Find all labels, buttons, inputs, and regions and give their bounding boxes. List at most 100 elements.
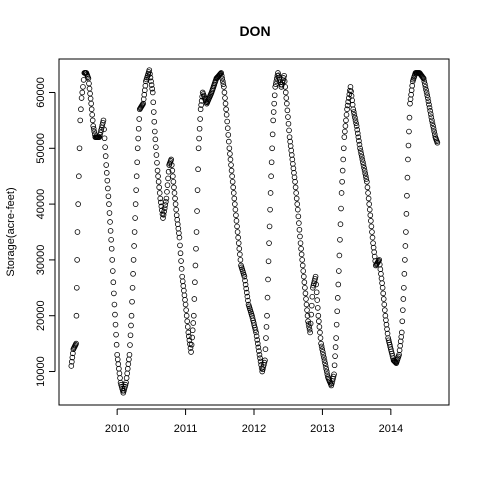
data-point (218, 72, 225, 79)
data-point (370, 244, 377, 251)
x-tick-label: 2010 (105, 423, 129, 435)
data-point (108, 245, 115, 252)
data-point (111, 290, 117, 297)
data-point (131, 243, 137, 249)
data-point (270, 117, 276, 124)
data-point (107, 219, 113, 225)
data-point (402, 243, 409, 249)
data-point (360, 162, 367, 168)
data-point (368, 218, 374, 224)
data-point (292, 184, 299, 191)
data-point (187, 345, 194, 351)
data-point (302, 290, 309, 297)
data-point (186, 333, 192, 340)
data-point (262, 357, 268, 364)
data-point (434, 139, 441, 146)
data-point (133, 173, 140, 179)
data-point (370, 240, 376, 246)
data-point (420, 75, 427, 82)
data-point (420, 74, 426, 81)
data-point (319, 346, 325, 352)
data-point (109, 257, 116, 263)
data-point (232, 201, 238, 207)
data-point (298, 245, 304, 252)
data-point (426, 104, 433, 111)
data-point (298, 251, 305, 258)
data-point (269, 145, 275, 152)
data-point (171, 190, 178, 196)
data-point (317, 329, 323, 336)
data-point (151, 128, 158, 135)
data-point (218, 70, 224, 76)
data-point (221, 89, 228, 96)
data-point (301, 279, 308, 286)
data-point (176, 230, 182, 236)
data-point (78, 95, 85, 101)
data-point (116, 370, 123, 377)
data-point (380, 296, 387, 302)
data-point (170, 178, 177, 185)
data-point (316, 324, 323, 330)
data-point (177, 250, 184, 257)
data-point (169, 167, 176, 174)
data-point (116, 365, 122, 372)
data-point (255, 344, 262, 351)
data-point (73, 340, 79, 347)
data-point (307, 329, 313, 336)
data-point (294, 201, 301, 207)
data-point (132, 215, 138, 221)
data-point (365, 195, 372, 202)
data-point (344, 106, 350, 113)
data-point (114, 351, 120, 358)
data-point (297, 240, 304, 246)
data-point (256, 348, 262, 354)
data-point (269, 131, 276, 138)
data-point (242, 277, 248, 284)
data-point (366, 201, 372, 207)
data-point (286, 134, 293, 140)
data-point (108, 237, 114, 243)
data-point (379, 285, 386, 291)
data-point (194, 187, 201, 193)
data-point (147, 74, 154, 81)
data-point (242, 281, 249, 288)
data-point (103, 170, 110, 176)
data-point (153, 144, 159, 150)
data-point (309, 293, 316, 300)
data-point (341, 134, 348, 140)
data-point (77, 117, 84, 124)
data-point (227, 156, 234, 163)
data-point (151, 118, 158, 125)
data-point (90, 125, 97, 132)
data-point (135, 125, 142, 132)
data-point (180, 283, 187, 289)
data-point (188, 341, 195, 348)
data-point (257, 355, 263, 361)
data-point (367, 212, 374, 219)
data-point (356, 138, 362, 144)
data-point (337, 237, 343, 243)
data-point (380, 290, 386, 297)
data-point (126, 351, 133, 358)
data-point (321, 354, 327, 361)
data-point (267, 190, 274, 196)
data-point (263, 335, 269, 341)
data-point (268, 173, 274, 179)
data-point (243, 285, 249, 292)
data-point (193, 245, 199, 252)
data-point (429, 120, 436, 126)
data-point (90, 123, 97, 129)
data-point (185, 329, 192, 336)
data-point (285, 114, 291, 120)
data-point (343, 112, 350, 118)
data-point (334, 295, 341, 301)
data-point (113, 341, 120, 348)
data-point (423, 89, 430, 96)
data-point (308, 302, 315, 309)
data-point (427, 108, 433, 114)
data-point (229, 173, 235, 179)
data-point (430, 123, 436, 129)
data-point (172, 201, 179, 207)
data-point (154, 167, 161, 174)
data-point (174, 216, 181, 223)
